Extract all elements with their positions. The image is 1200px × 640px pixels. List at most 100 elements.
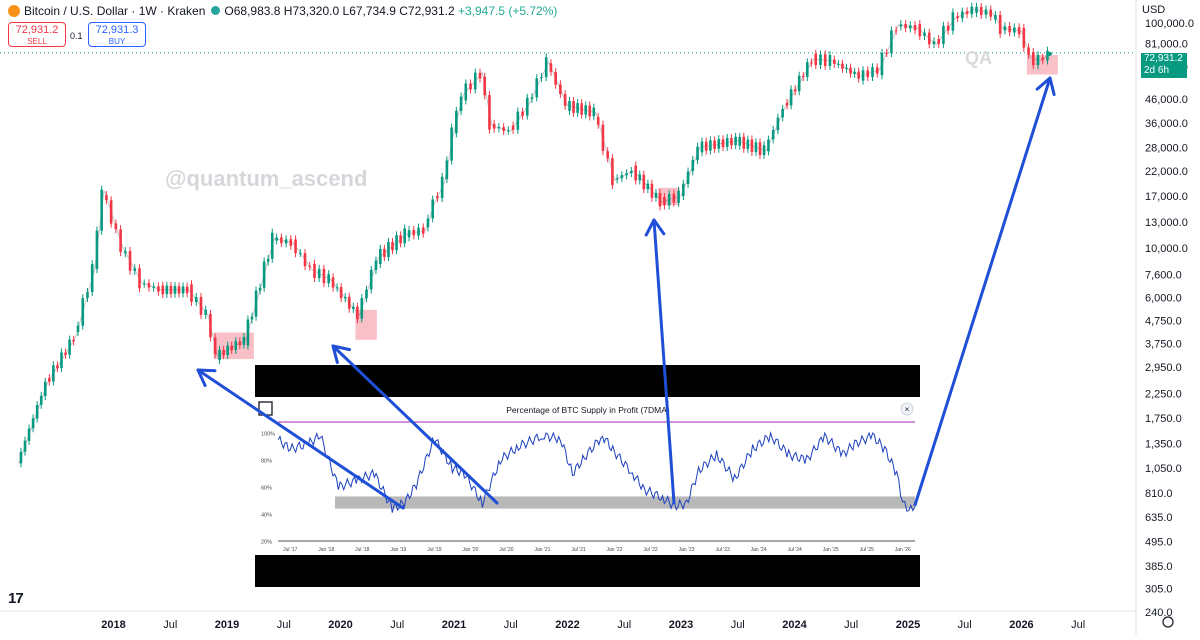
- candle-body: [918, 23, 922, 37]
- candle-body: [700, 141, 704, 153]
- candle-body: [327, 274, 330, 284]
- currency-selector[interactable]: USD: [1142, 4, 1166, 16]
- x-tick-label: 2024: [782, 619, 807, 631]
- candle-body: [885, 52, 888, 54]
- candle-body: [704, 141, 708, 151]
- x-tick-label: 2019: [215, 619, 239, 631]
- candle-body: [262, 261, 266, 288]
- candle-body: [492, 123, 496, 129]
- candle-body: [630, 170, 633, 174]
- candle-body: [31, 418, 35, 429]
- candle-body: [754, 142, 758, 153]
- candle-body: [234, 341, 238, 350]
- settings-gear-icon[interactable]: [1162, 616, 1174, 628]
- candle-body: [185, 286, 189, 294]
- candle-body: [114, 223, 118, 230]
- tradingview-logo[interactable]: 17: [8, 590, 24, 607]
- candle-body: [554, 72, 557, 85]
- symbol-title[interactable]: Bitcoin / U.S. Dollar · 1W · Kraken: [24, 4, 206, 18]
- candle-body: [932, 41, 936, 45]
- candle-body: [64, 352, 67, 355]
- candle-body: [275, 237, 278, 241]
- symbol-header: Bitcoin / U.S. Dollar · 1W · Kraken O68,9…: [8, 4, 557, 18]
- candle-body: [48, 378, 51, 382]
- x-tick-label: Jul: [617, 619, 631, 631]
- candle-body: [989, 9, 993, 17]
- inset-close-icon[interactable]: [900, 402, 914, 416]
- candle-body: [638, 174, 642, 181]
- sell-button[interactable]: 72,931.2 SELL: [8, 22, 66, 47]
- candle-body: [998, 15, 1002, 34]
- candle-body: [975, 6, 978, 13]
- candle-body: [356, 306, 359, 320]
- x-tick-label: Jul: [731, 619, 745, 631]
- candle-body: [544, 57, 548, 78]
- candle-body: [1046, 50, 1049, 61]
- candle-body: [258, 287, 262, 291]
- candle-body: [606, 151, 609, 159]
- ohlc-low: L67,734.9: [342, 4, 396, 18]
- candle-body: [572, 101, 575, 113]
- y-tick-label: 46,000.0: [1145, 94, 1188, 106]
- candle-body: [746, 139, 750, 149]
- candle-body: [994, 15, 997, 20]
- inset-close-glyph: ×: [905, 405, 910, 414]
- candle-body: [828, 54, 832, 66]
- candle-body: [488, 95, 491, 130]
- candle-body: [654, 192, 658, 198]
- candle-body: [559, 84, 562, 94]
- redaction-bar-top: [255, 365, 920, 397]
- candle-body: [133, 268, 137, 271]
- candle-body: [421, 227, 425, 234]
- arrow-head-icon: [644, 218, 666, 237]
- candle-body: [521, 111, 524, 116]
- candle-body: [642, 174, 646, 190]
- candle-body: [365, 289, 368, 299]
- sell-label: SELL: [27, 37, 47, 46]
- inset-x-tick: Jan '25: [823, 547, 839, 553]
- candle-body: [871, 67, 874, 77]
- candle-body: [1027, 47, 1030, 55]
- y-tick-label: 22,000.0: [1145, 166, 1188, 178]
- candle-body: [142, 283, 146, 285]
- candle-body: [717, 139, 721, 149]
- candle-body: [124, 251, 127, 254]
- candle-body: [169, 285, 173, 294]
- inset-x-tick: Jul '21: [571, 547, 586, 553]
- x-tick-label: 2021: [442, 619, 466, 631]
- candle-body: [696, 146, 699, 161]
- buy-label: BUY: [108, 37, 126, 46]
- candle-body: [793, 89, 797, 92]
- candle-body: [473, 72, 477, 90]
- candle-body: [230, 345, 234, 351]
- inset-background: [255, 397, 920, 555]
- candle-body: [280, 237, 283, 244]
- candle-body: [507, 130, 510, 132]
- buy-button[interactable]: 72,931.3 BUY: [88, 22, 146, 47]
- y-tick-label: 4,750.0: [1145, 316, 1182, 328]
- candle-body: [322, 268, 326, 284]
- candle-body: [1022, 27, 1026, 48]
- buy-price: 72,931.3: [95, 24, 139, 36]
- y-tick-label: 810.0: [1145, 488, 1173, 500]
- x-tick-label: Jul: [844, 619, 858, 631]
- candle-body: [568, 100, 571, 111]
- y-tick-label: 240.0: [1145, 607, 1173, 619]
- candle-body: [663, 196, 666, 206]
- candle-body: [785, 102, 789, 106]
- inset-y-tick: 40%: [261, 513, 272, 519]
- candle-body: [620, 175, 624, 179]
- candle-body: [445, 160, 449, 180]
- candle-body: [525, 97, 529, 116]
- candle-body: [391, 242, 394, 251]
- inset-x-tick: Jul '19: [427, 547, 442, 553]
- sell-price: 72,931.2: [15, 24, 59, 36]
- candle-body: [347, 296, 351, 309]
- candle-body: [109, 200, 113, 224]
- inset-x-tick: Jan '24: [751, 547, 767, 553]
- candle-body: [875, 67, 879, 74]
- candle-body: [190, 284, 193, 302]
- inset-y-tick: 20%: [261, 540, 272, 546]
- x-tick-label: 2018: [101, 619, 125, 631]
